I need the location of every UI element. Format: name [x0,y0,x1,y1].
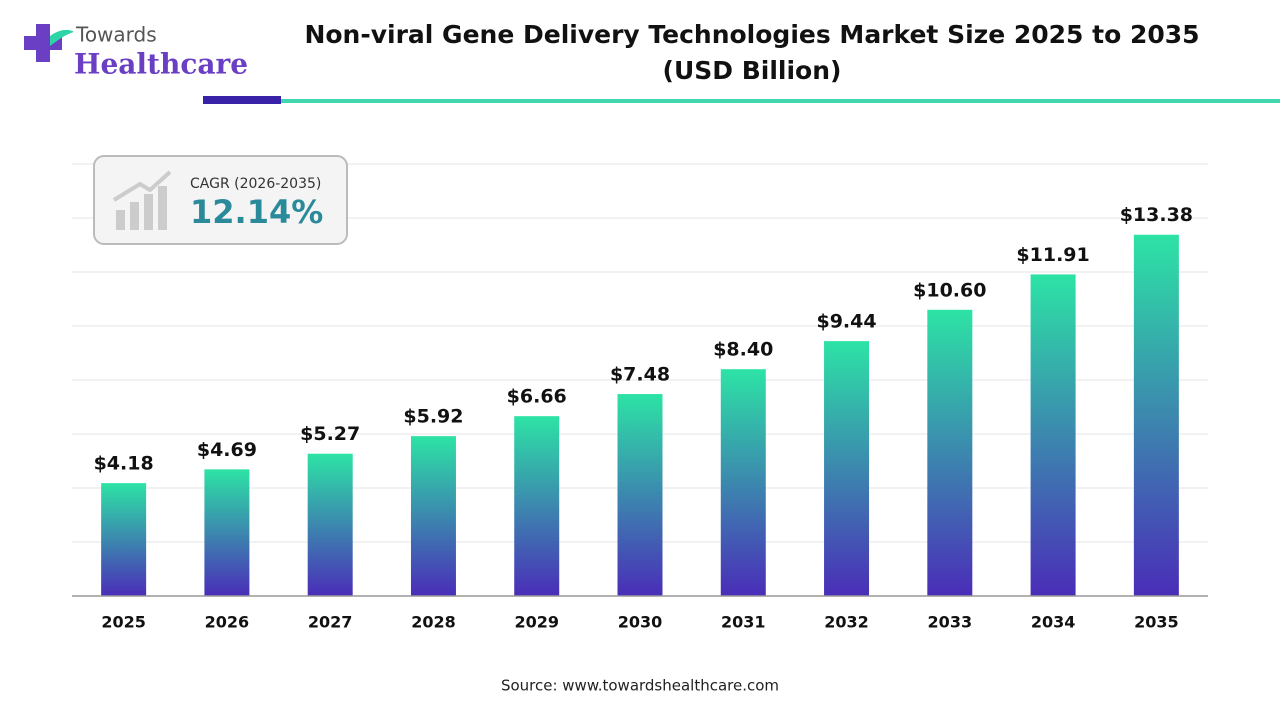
bar [927,309,973,596]
value-label: $13.38 [1120,204,1193,226]
value-label: $9.44 [816,311,876,333]
x-tick-label: 2031 [721,613,766,632]
x-tick-label: 2032 [824,613,869,632]
header-line [281,99,1280,103]
x-tick-label: 2026 [205,613,250,632]
value-label: $8.40 [713,339,773,361]
value-label: $7.48 [610,364,670,386]
x-tick-label: 2028 [411,613,456,632]
x-tick-label: 2027 [308,613,353,632]
bar [514,416,560,596]
bar [410,436,456,596]
logo-icon [24,24,74,62]
cagr-box: CAGR (2026-2035) 12.14% [93,155,348,245]
bar [617,394,663,596]
x-tick-label: 2034 [1031,613,1076,632]
chart-title: Non-viral Gene Delivery Technologies Mar… [304,20,1199,49]
value-label: $4.69 [197,439,257,461]
value-label: $10.60 [913,279,986,301]
bar [307,453,353,596]
cagr-value: 12.14% [190,193,323,231]
bar [204,469,250,596]
x-tick-label: 2025 [101,613,146,632]
chart-subtitle: (USD Billion) [663,56,842,85]
cagr-label: CAGR (2026-2035) [190,176,321,192]
source: Source: www.towardshealthcare.com [501,677,779,695]
value-label: $5.92 [403,406,463,428]
x-tick-label: 2030 [618,613,663,632]
value-label: $5.27 [300,423,360,445]
value-label: $6.66 [507,386,567,408]
x-tick-label: 2029 [514,613,559,632]
x-tick-label: 2033 [928,613,973,632]
bars: 2025 $4.18 2026 $4.69 2027 $5.27 2028 $5.92 2029… [94,204,1193,631]
value-label: $11.91 [1016,244,1089,266]
bar [1030,274,1076,596]
bar [720,369,766,596]
logo-bottom: Healthcare [74,48,248,81]
logo-top: Towards [75,23,157,47]
bar [1133,234,1179,597]
x-tick-label: 2035 [1134,613,1179,632]
header-accent [203,96,281,104]
bar [824,341,870,596]
bar [101,483,147,596]
value-label: $4.18 [94,453,154,475]
